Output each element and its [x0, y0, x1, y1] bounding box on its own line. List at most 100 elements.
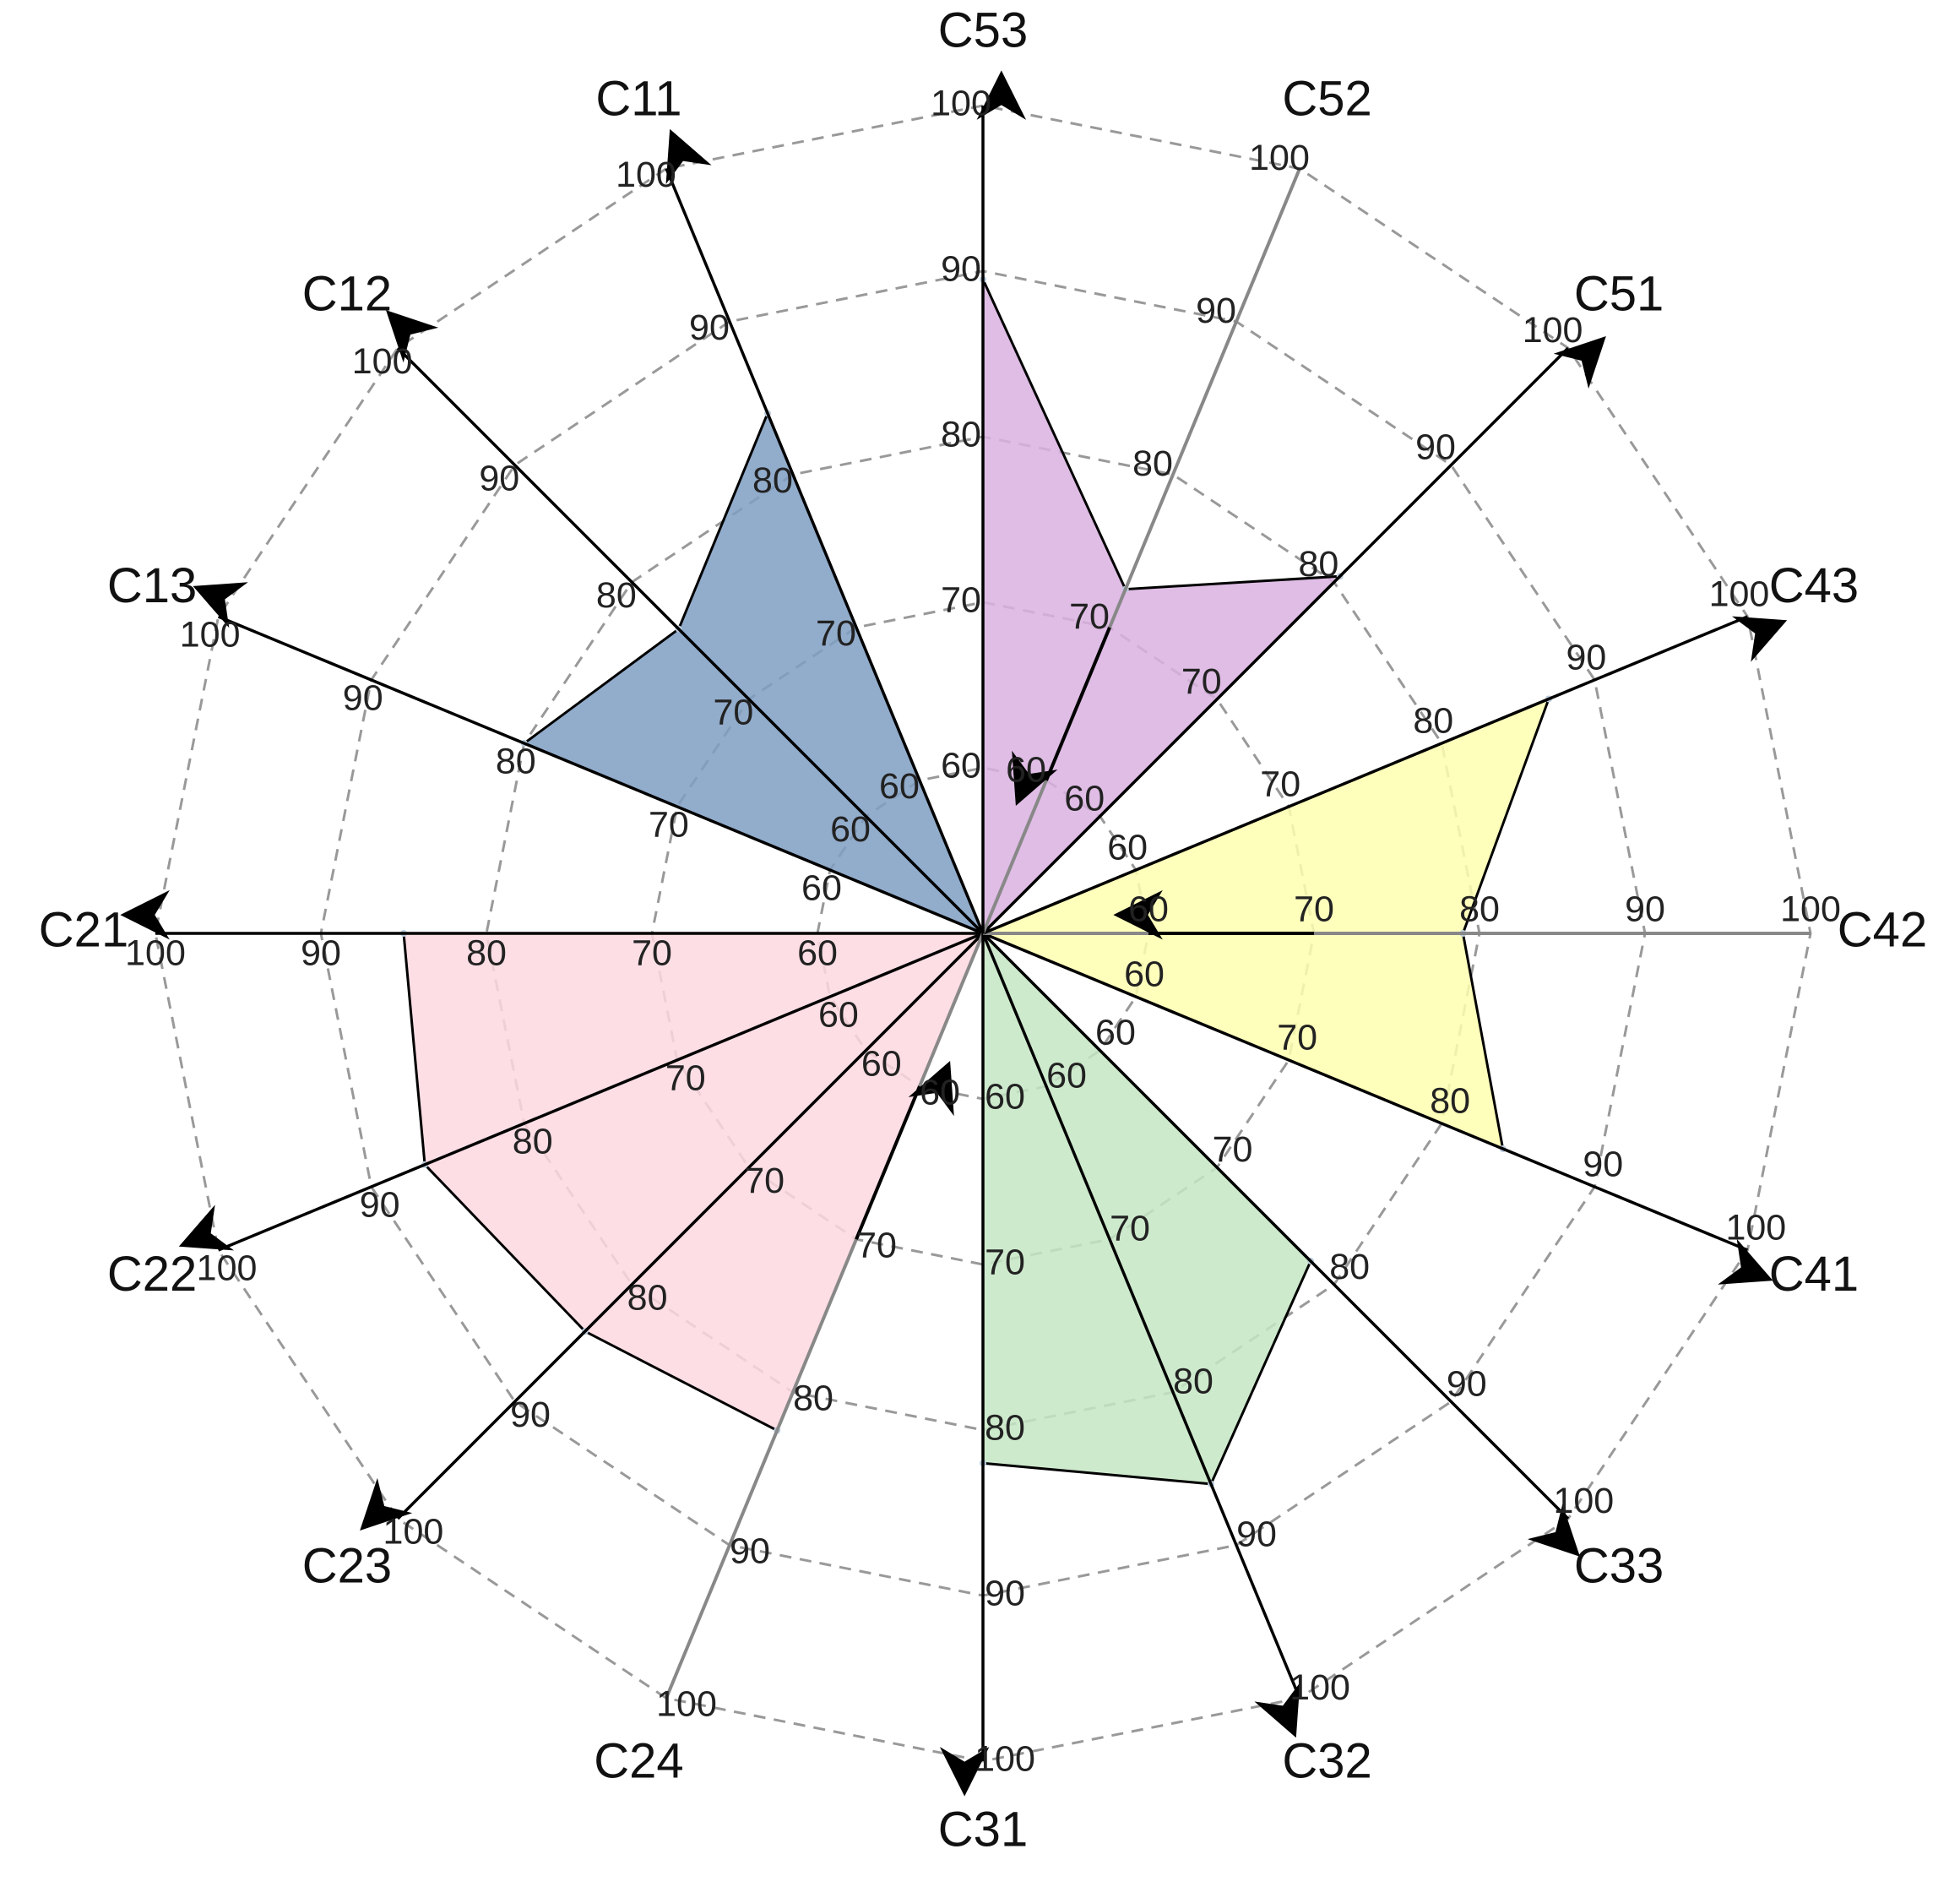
tick-label: 60 [818, 994, 859, 1035]
tick-label: 60 [920, 1072, 960, 1112]
tick-label: 90 [1236, 1514, 1277, 1555]
tick-label: 80 [496, 741, 536, 781]
tick-label: 100 [656, 1684, 717, 1725]
tick-label: 60 [1095, 1013, 1136, 1053]
tick-label: 70 [941, 579, 981, 620]
category-label: C51 [1574, 266, 1664, 321]
axis-arrow [855, 1060, 954, 1240]
tick-label: 90 [1196, 291, 1236, 331]
tick-label: 80 [1298, 544, 1338, 585]
category-label: C31 [938, 1802, 1028, 1857]
tick-label: 70 [1277, 1017, 1317, 1058]
tick-label: 90 [1566, 637, 1606, 677]
axis-line [386, 310, 985, 935]
tick-label: 70 [714, 693, 754, 733]
category-label: C12 [302, 266, 392, 321]
tick-label: 60 [830, 809, 871, 850]
tick-label: 90 [1447, 1363, 1487, 1404]
category-label: C13 [107, 558, 197, 613]
axis-line [981, 167, 1301, 934]
axis-line [360, 932, 985, 1531]
tick-label: 80 [1459, 889, 1500, 929]
tick-label: 90 [941, 248, 981, 289]
axis-line [982, 615, 1788, 935]
tick-label: 100 [1249, 138, 1310, 178]
tick-label: 80 [1329, 1247, 1370, 1287]
tick-label: 90 [1625, 889, 1665, 929]
axis-line [665, 128, 985, 934]
tick-label: 90 [985, 1573, 1025, 1613]
axis-line [193, 582, 984, 935]
tick-label: 80 [1132, 443, 1173, 484]
axis-line [981, 932, 1580, 1557]
tick-label: 90 [343, 677, 383, 718]
category-label: C23 [302, 1538, 392, 1593]
tick-label: 70 [665, 1058, 706, 1098]
tick-label: 80 [466, 933, 507, 973]
tick-label: 90 [1583, 1144, 1623, 1184]
tick-label: 90 [479, 458, 519, 498]
category-label: C53 [938, 3, 1028, 57]
tick-label: 80 [941, 414, 981, 454]
tick-label: 100 [383, 1512, 444, 1553]
tick-label: 70 [1069, 596, 1110, 637]
tick-label: 100 [125, 933, 186, 973]
category-label: C43 [1769, 558, 1859, 613]
tick-label: 100 [975, 1738, 1035, 1779]
tick-label: 100 [197, 1248, 258, 1288]
tick-label: 70 [816, 613, 856, 654]
tick-label: 60 [1046, 1055, 1087, 1096]
tick-label: 100 [1523, 310, 1583, 351]
tick-label: 70 [649, 804, 689, 845]
tick-label: 100 [180, 614, 241, 655]
tick-label: 90 [301, 933, 341, 973]
category-label: C21 [39, 902, 128, 957]
category-label: C24 [594, 1733, 683, 1788]
category-label: C22 [107, 1247, 197, 1302]
tick-label: 90 [1415, 427, 1456, 468]
axis-line [178, 932, 984, 1252]
tick-label: 60 [1064, 778, 1105, 818]
tick-label: 60 [985, 1076, 1025, 1117]
tick-label: 70 [1181, 661, 1222, 702]
tick-label: 70 [1260, 764, 1300, 804]
tick-label: 100 [1553, 1481, 1614, 1521]
category-label: C42 [1838, 902, 1927, 957]
tick-label: 100 [352, 341, 413, 382]
tick-label: 60 [797, 933, 838, 973]
tick-label: 70 [985, 1242, 1025, 1282]
tick-label: 60 [879, 766, 920, 807]
tick-label: 80 [627, 1278, 668, 1319]
axis-line [665, 933, 985, 1699]
axis-line [981, 336, 1606, 935]
tick-label: 100 [931, 83, 991, 123]
tick-label: 80 [1173, 1362, 1213, 1402]
tick-label: 60 [801, 867, 842, 908]
category-label: C33 [1574, 1538, 1664, 1593]
tick-label: 60 [1107, 827, 1148, 867]
tick-label: 90 [360, 1184, 400, 1225]
tick-label: 80 [513, 1121, 553, 1161]
tick-label: 100 [1289, 1667, 1350, 1708]
category-label: C32 [1282, 1733, 1371, 1788]
tick-label: 70 [1294, 889, 1334, 929]
tick-label: 80 [596, 575, 637, 616]
tick-label: 70 [1213, 1129, 1253, 1170]
tick-label: 70 [744, 1161, 785, 1201]
axis-line [982, 932, 1773, 1285]
tick-label: 100 [1780, 889, 1841, 929]
tick-label: 80 [1430, 1080, 1470, 1121]
category-label: C52 [1282, 71, 1371, 126]
tick-label: 60 [1128, 889, 1169, 929]
tick-label: 80 [793, 1379, 833, 1419]
tick-label: 60 [941, 745, 981, 786]
category-label: C11 [595, 71, 681, 126]
tick-label: 80 [752, 460, 793, 501]
tick-label: 80 [1413, 700, 1453, 741]
tick-label: 90 [689, 307, 730, 348]
tick-label: 90 [730, 1531, 770, 1572]
radar-area [402, 932, 985, 1433]
tick-label: 100 [1709, 574, 1770, 614]
